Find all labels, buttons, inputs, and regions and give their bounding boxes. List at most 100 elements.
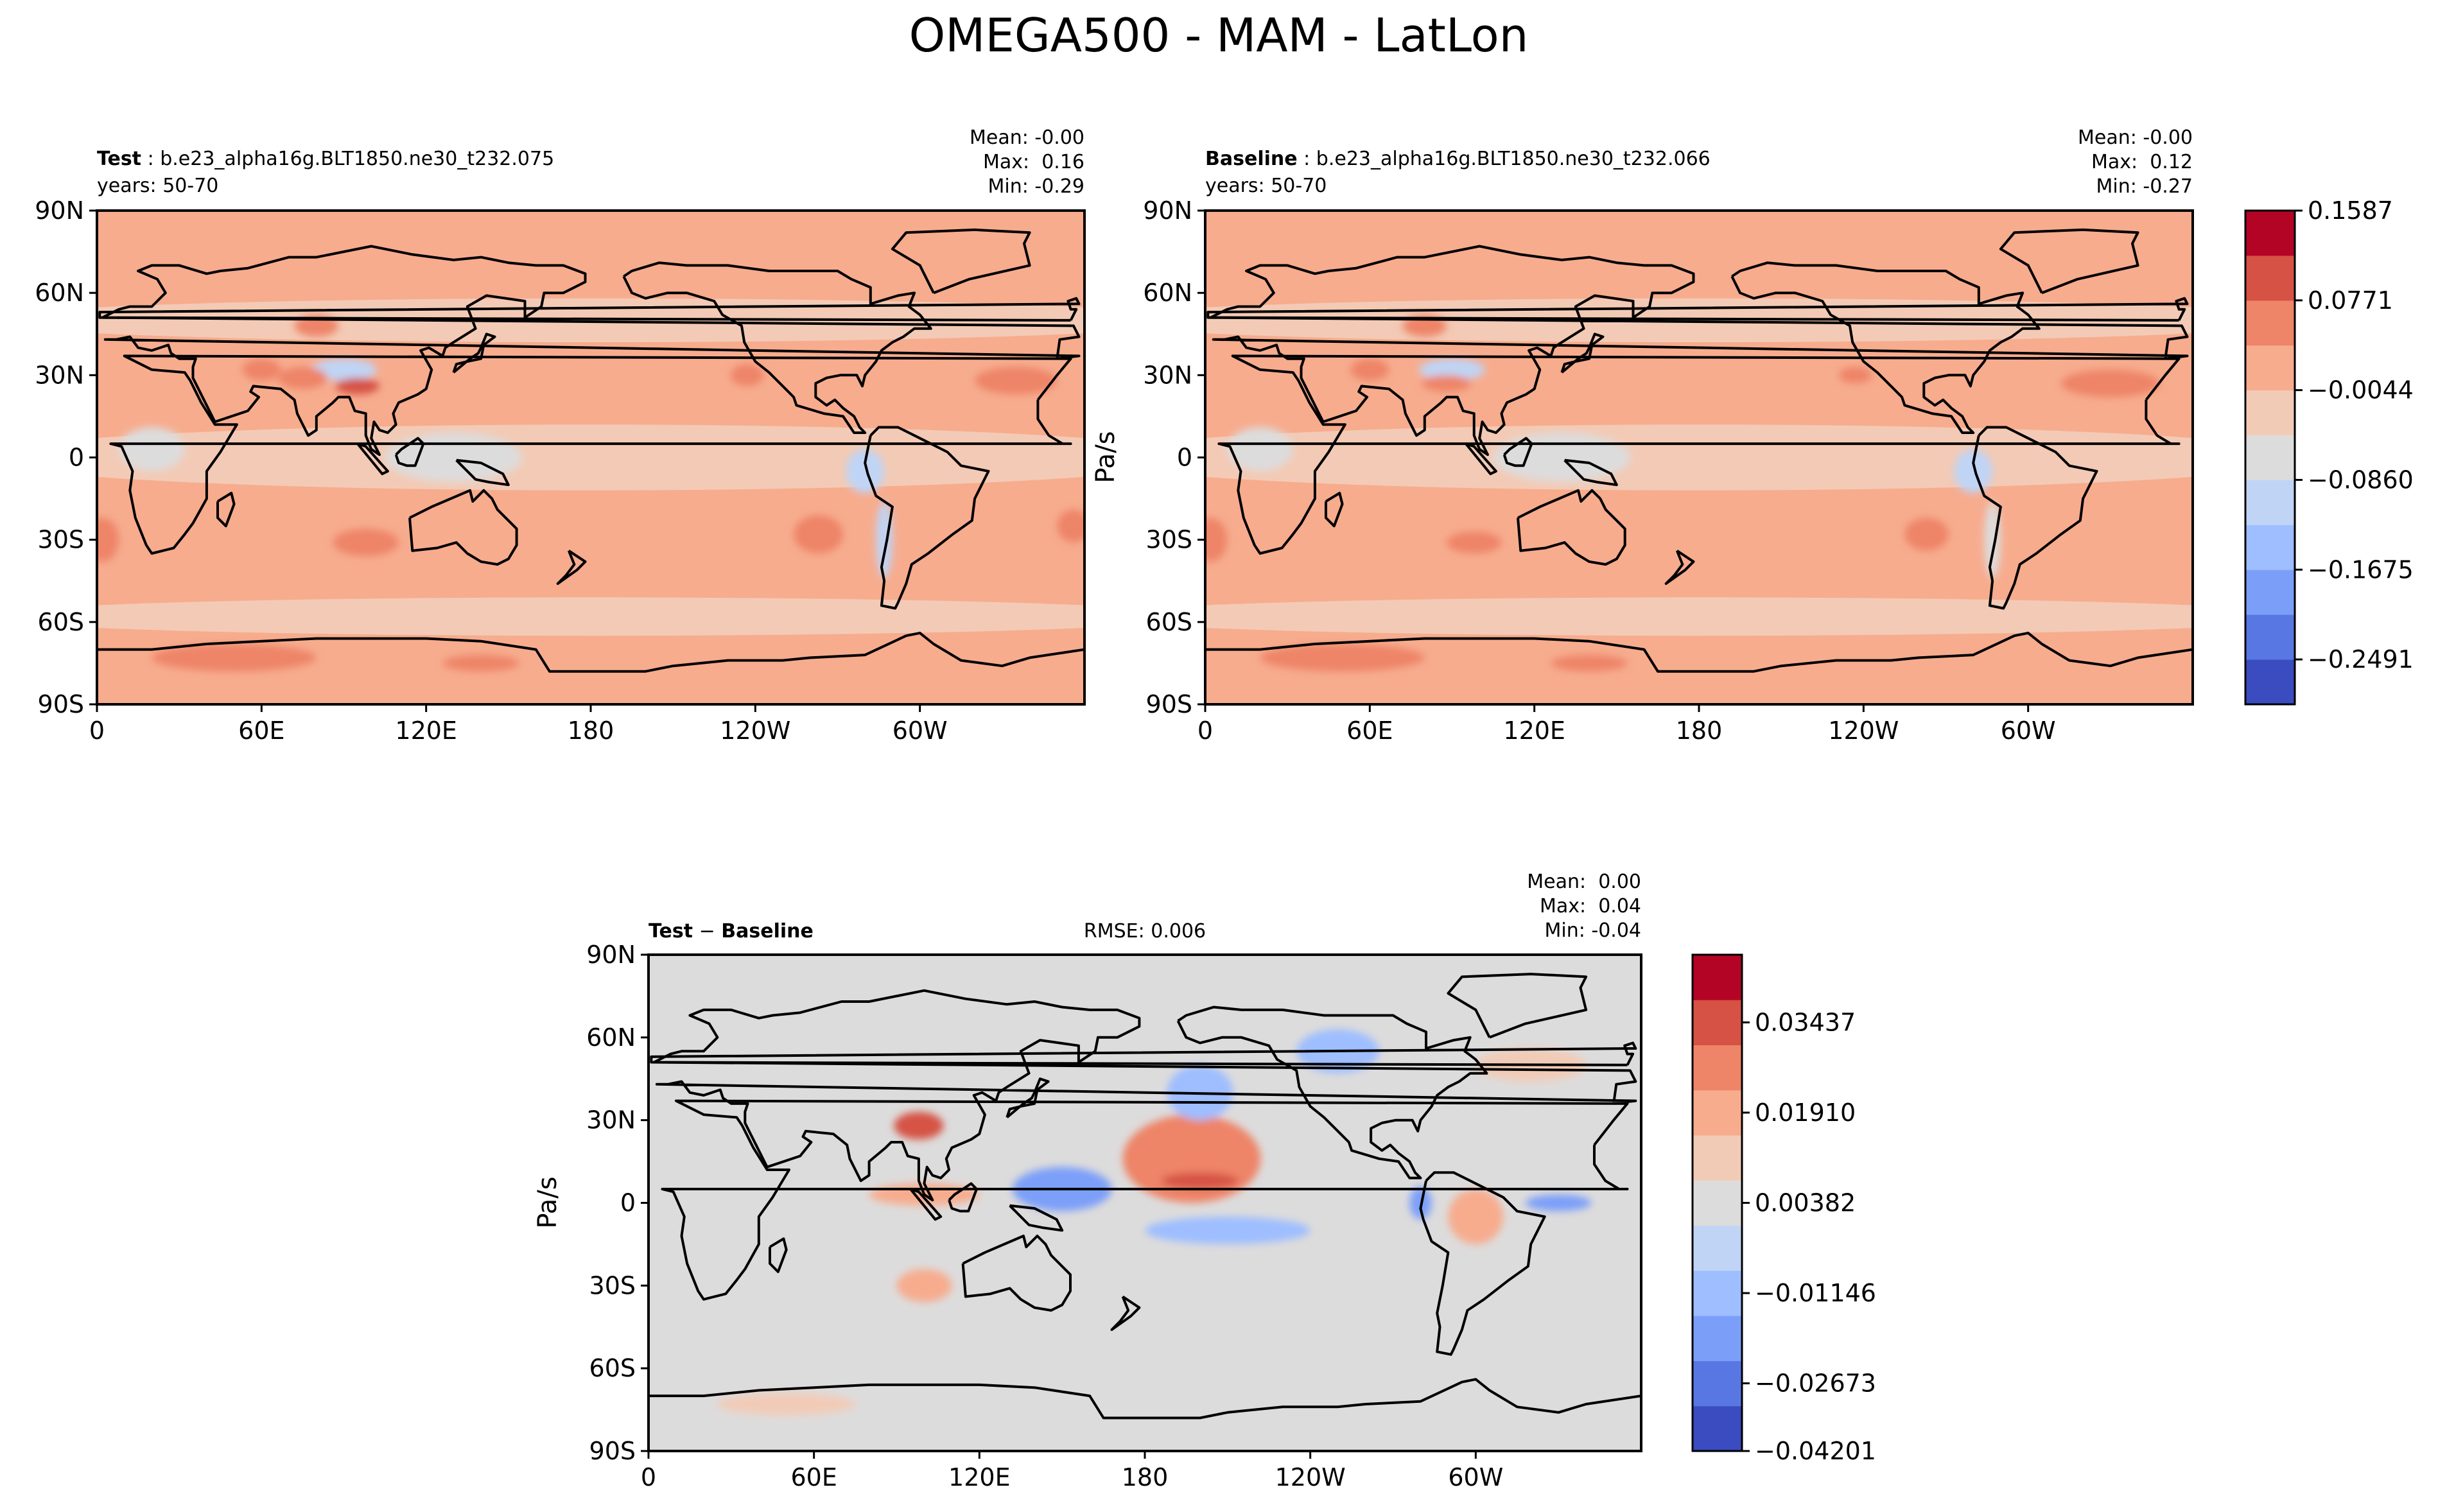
- x-tick-label: 60W: [2001, 717, 2056, 745]
- panel-baseline-years: years: 50-70: [1205, 175, 1327, 197]
- colorbar-segment: [2245, 480, 2295, 525]
- colorbar-segment: [2245, 435, 2295, 480]
- coastline-antarctica: [1205, 631, 2193, 673]
- contour-blob-13: [333, 528, 399, 557]
- y-tick-label: 90S: [38, 690, 84, 718]
- coastline-africa: [661, 1099, 1629, 1301]
- y-tick-label: 60N: [35, 279, 84, 307]
- panel-diff-map: 0 60E 120E 180 120W 60W 90N 60N 30N 0 30S 60S 90S: [586, 941, 1642, 1491]
- panel-diff-mean: Mean: 0.00: [1527, 871, 1641, 893]
- coastline-northamerica: [1176, 1005, 1488, 1179]
- y-tick-label: 90N: [1143, 196, 1192, 225]
- colorbar-frame: [2244, 209, 2296, 706]
- coastline-japan: [452, 333, 496, 374]
- colorbar-segment: [1693, 1225, 1742, 1271]
- contour-blob-1: [1954, 449, 1993, 494]
- y-tick-label: 60S: [1146, 608, 1192, 636]
- x-tick-label: 180: [568, 717, 614, 745]
- panel-diff-label-b: Baseline: [721, 920, 814, 943]
- y-tick-label: 0: [1177, 444, 1192, 472]
- contour-blob-11: [975, 367, 1058, 395]
- contour-blob-12: [1446, 531, 1502, 554]
- y-tick-label: 30S: [38, 526, 84, 554]
- panel-diff-label-op: −: [693, 920, 721, 943]
- y-tick-label: 30S: [589, 1271, 636, 1299]
- coastline-eurasia: [1209, 245, 2189, 456]
- y-tick-label: 0: [69, 444, 84, 472]
- colorbar-segment: [2245, 659, 2295, 705]
- coastline-northamerica: [1730, 261, 2041, 434]
- coastline-africa: [109, 354, 1072, 555]
- panel-test-map: 0 60E 120E 180 120W 60W 90N 60N 30N 0 30S 60S 90S: [35, 196, 1086, 745]
- coastline-britain: [650, 1041, 1637, 1066]
- colorbar-segment: [2245, 525, 2295, 570]
- figure-title: OMEGA500 - MAM - LatLon: [909, 8, 1529, 62]
- panel-diff-ylabel: Pa/s: [533, 1176, 562, 1228]
- x-tick-label: 120E: [948, 1463, 1011, 1491]
- panel-test-label-sep: :: [141, 148, 160, 170]
- coastline-madagascar: [769, 1237, 788, 1273]
- contour-blob-3: [1493, 433, 1631, 482]
- x-tick-label: 60W: [1448, 1463, 1503, 1491]
- contour-blob-12: [97, 517, 119, 562]
- contour-blob-11: [1205, 517, 1228, 562]
- contour-blob-14: [1260, 644, 1425, 672]
- colorbar-tick-label: −0.04201: [1755, 1437, 1876, 1465]
- panel-diff-max: Max: 0.04: [1540, 895, 1641, 917]
- panel-test-label: Test : b.e23_alpha16g.BLT1850.ne30_t232.…: [97, 148, 554, 170]
- y-tick-label: 30N: [586, 1106, 636, 1134]
- colorbar-tick-label: −0.0044: [2308, 376, 2414, 404]
- coastline-sumatra: [356, 442, 389, 476]
- contour-blob-7: [1350, 358, 1389, 381]
- colorbar-segment: [1693, 955, 1742, 1000]
- coastline-australia: [1517, 489, 1626, 566]
- coastline-northamerica: [622, 261, 932, 434]
- panel-test-min: Min: -0.29: [988, 175, 1085, 198]
- coastline-greenland: [1447, 973, 1588, 1039]
- coastline-borneo: [394, 437, 425, 467]
- contour-blob-8: [242, 358, 281, 381]
- colorbar-tick-label: 0.1587: [2308, 196, 2393, 225]
- x-tick-label: 60E: [1346, 717, 1393, 745]
- coastline-eurasia: [101, 245, 1081, 456]
- panel-baseline-label-sep: :: [1298, 148, 1316, 170]
- y-tick-label: 60N: [1143, 279, 1192, 307]
- x-tick-label: 120E: [1503, 717, 1565, 745]
- colorbar-segment: [2245, 300, 2295, 346]
- contour-blob-17: [442, 655, 519, 672]
- coastline-australia: [961, 1235, 1072, 1312]
- contour-blob-5: [1145, 1216, 1310, 1244]
- coastline-newzealand: [556, 550, 587, 585]
- colorbar-tick-label: −0.1675: [2308, 555, 2414, 584]
- colorbar-segment: [1693, 1405, 1742, 1452]
- y-tick-label: 0: [620, 1189, 636, 1217]
- coastline-newguinea: [1563, 458, 1618, 487]
- coastlines: [97, 228, 1084, 673]
- x-tick-label: 60E: [790, 1463, 837, 1491]
- x-tick-label: 60E: [238, 717, 284, 745]
- x-tick-label: 180: [1676, 717, 1723, 745]
- colorbar-segment: [2245, 569, 2295, 615]
- coastline-southamerica: [864, 426, 990, 610]
- y-tick-label: 60S: [38, 608, 84, 636]
- shared-colorbar: 0.1587 0.0771 −0.0044 −0.0860 −0.1675 −0.2491: [2244, 196, 2414, 706]
- contour-blobs: [97, 315, 1084, 672]
- y-tick-label: 30N: [35, 361, 84, 389]
- contour-blob-2: [1984, 501, 2001, 578]
- coastline-eurasia: [652, 989, 1637, 1202]
- colorbar-tick-label: 0.0771: [2308, 286, 2393, 315]
- panel-baseline-map: 0 60E 120E 180 120W 60W 90N 60N 30N 0 30S 60S 90S: [1143, 196, 2194, 745]
- colorbar-segment: [1693, 1180, 1742, 1226]
- contour-blob-5: [311, 358, 377, 381]
- colorbar-segment: [1693, 1090, 1742, 1136]
- coastline-madagascar: [1325, 492, 1344, 528]
- coastline-australia: [408, 489, 518, 566]
- colorbar-tick-label: 0.01910: [1755, 1099, 1856, 1127]
- contour-blob-11: [896, 1269, 952, 1303]
- y-tick-label: 90N: [35, 196, 84, 225]
- y-tick-label: 30S: [1146, 526, 1192, 554]
- panel-diff-label: Test − Baseline: [649, 920, 814, 943]
- x-tick-label: 120W: [1275, 1463, 1346, 1491]
- panel-diff-min: Min: -0.04: [1545, 919, 1642, 942]
